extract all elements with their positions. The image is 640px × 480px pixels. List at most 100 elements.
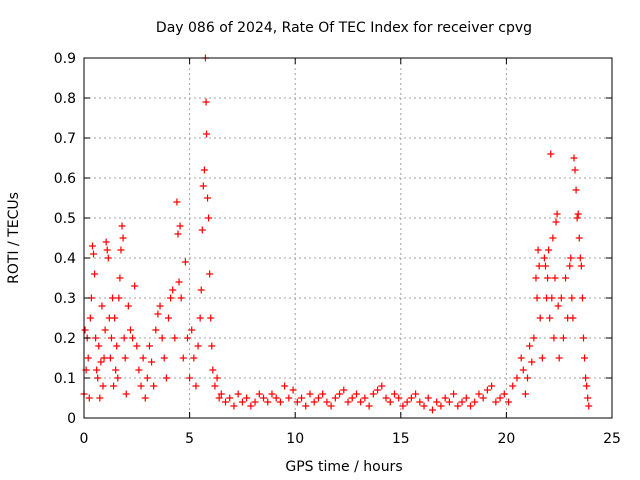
data-point <box>202 130 210 138</box>
data-point <box>117 246 125 254</box>
data-point <box>99 382 107 390</box>
data-point <box>496 394 504 402</box>
data-point <box>222 398 230 406</box>
data-point <box>122 390 130 398</box>
data-point <box>344 398 352 406</box>
data-point <box>547 150 555 158</box>
data-points <box>80 54 593 414</box>
data-point <box>369 390 377 398</box>
data-point <box>148 358 156 366</box>
data-point <box>139 354 147 362</box>
data-point <box>336 390 344 398</box>
data-point <box>255 390 263 398</box>
data-point <box>310 398 318 406</box>
data-point <box>135 366 143 374</box>
data-point <box>86 314 94 322</box>
data-point <box>209 366 217 374</box>
data-point <box>555 354 563 362</box>
y-tick-label: 0.2 <box>54 331 76 347</box>
data-point <box>390 390 398 398</box>
data-point <box>119 234 127 242</box>
data-point <box>95 342 103 350</box>
data-point <box>247 402 255 410</box>
data-point <box>190 354 198 362</box>
data-point <box>205 214 213 222</box>
data-point <box>536 314 544 322</box>
data-point <box>285 394 293 402</box>
data-point <box>553 210 561 218</box>
data-point <box>167 294 175 302</box>
data-point <box>143 374 151 382</box>
data-point <box>156 302 164 310</box>
data-point <box>314 394 322 402</box>
data-point <box>164 314 172 322</box>
data-point <box>174 230 182 238</box>
data-point <box>420 402 428 410</box>
data-point <box>505 398 513 406</box>
data-point <box>101 326 109 334</box>
data-point <box>145 342 153 350</box>
data-point <box>462 394 470 402</box>
data-point <box>158 334 166 342</box>
data-point <box>194 342 202 350</box>
data-point <box>519 366 527 374</box>
data-point <box>513 374 521 382</box>
data-point <box>568 294 576 302</box>
data-point <box>584 394 592 402</box>
data-point <box>559 334 567 342</box>
data-point <box>110 382 118 390</box>
data-point <box>566 262 574 270</box>
data-point <box>382 394 390 402</box>
data-point <box>535 262 543 270</box>
data-point <box>281 382 289 390</box>
data-point <box>378 382 386 390</box>
data-point <box>573 214 581 222</box>
data-point <box>272 394 280 402</box>
data-point <box>88 242 96 250</box>
data-point <box>124 302 132 310</box>
data-point <box>550 334 558 342</box>
data-point <box>327 402 335 410</box>
data-point <box>268 390 276 398</box>
data-point <box>581 354 589 362</box>
data-point <box>361 394 369 402</box>
data-point <box>183 334 191 342</box>
data-point <box>352 390 360 398</box>
data-point <box>445 398 453 406</box>
data-point <box>116 274 124 282</box>
data-point <box>226 394 234 402</box>
data-point <box>126 326 134 334</box>
data-point <box>115 294 123 302</box>
x-tick-label: 0 <box>80 431 89 447</box>
data-point <box>365 402 373 410</box>
data-point <box>582 374 590 382</box>
chart-title: Day 086 of 2024, Rate Of TEC Index for r… <box>156 20 532 36</box>
data-point <box>532 274 540 282</box>
x-axis-label: GPS time / hours <box>285 459 402 475</box>
data-point <box>114 374 122 382</box>
data-point <box>92 334 100 342</box>
data-point <box>323 398 331 406</box>
data-point <box>118 222 126 230</box>
data-point <box>545 246 553 254</box>
data-point <box>202 98 210 106</box>
data-point <box>571 166 579 174</box>
y-tick-label: 0.6 <box>54 171 76 187</box>
data-point <box>331 394 339 402</box>
data-point <box>557 294 565 302</box>
data-point <box>583 382 591 390</box>
data-point <box>569 314 577 322</box>
data-point <box>211 382 219 390</box>
data-point <box>200 166 208 174</box>
data-point <box>576 254 584 262</box>
data-point <box>528 358 536 366</box>
data-point <box>488 382 496 390</box>
data-point <box>562 274 570 282</box>
data-point <box>150 382 158 390</box>
data-point <box>177 294 185 302</box>
data-point <box>171 334 179 342</box>
data-point <box>109 294 117 302</box>
data-point <box>160 354 168 362</box>
data-point <box>98 302 106 310</box>
data-point <box>428 406 436 414</box>
